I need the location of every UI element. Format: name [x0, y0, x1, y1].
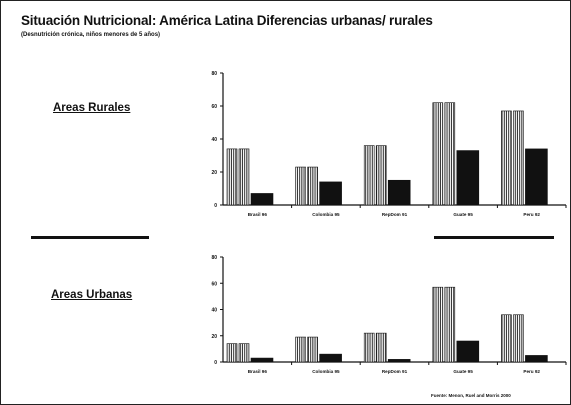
- rural-bar: [525, 148, 548, 206]
- urban-bar: [319, 353, 342, 363]
- rural-x-tick-label: Guate 95: [453, 212, 473, 217]
- rural-bar: [250, 193, 274, 206]
- rural-chart: 0 20 40 60 80 Brasil 96 Colombia 95 RepDom 91 Gu…: [211, 71, 567, 217]
- urban-y-tick-label: 0: [214, 360, 217, 366]
- urban-bar: [525, 355, 548, 363]
- urban-y-tick-label: 40: [211, 308, 217, 314]
- divider-left: [31, 236, 149, 239]
- urban-bar: [456, 340, 480, 363]
- urban-x-tick-label: Peru 92: [523, 369, 540, 374]
- slide-title: Situación Nutricional: América Latina Di…: [21, 13, 433, 28]
- urban-bar: [375, 332, 387, 363]
- urban-bar: [295, 336, 306, 363]
- urban-bar: [307, 336, 318, 363]
- rural-bar: [319, 181, 342, 206]
- rural-x-tick-label: Colombia 95: [312, 212, 340, 217]
- urban-bar: [387, 359, 411, 363]
- rural-bar: [295, 166, 306, 206]
- rural-bar: [387, 179, 411, 206]
- urban-bar: [238, 343, 250, 363]
- urban-bar: [250, 357, 274, 363]
- rural-bar: [307, 166, 318, 206]
- urban-bar: [501, 314, 512, 363]
- urban-bar: [363, 332, 375, 363]
- rural-areas-label: Areas Rurales: [53, 102, 131, 114]
- urban-chart: 0 20 40 60 80 Brasil 96 Colombia 95 RepDom 91 Gu…: [211, 255, 567, 374]
- urban-x-tick-label: Colombia 95: [312, 369, 340, 374]
- urban-x-tick-label: RepDom 91: [382, 369, 408, 374]
- divider-right: [434, 236, 554, 239]
- rural-y-tick-label: 20: [211, 170, 217, 176]
- urban-x-tick-label: Guate 95: [453, 369, 473, 374]
- rural-bar: [238, 148, 250, 206]
- rural-y-tick-label: 80: [211, 71, 217, 77]
- rural-bar: [375, 145, 387, 206]
- rural-bar: [226, 148, 238, 206]
- rural-y-tick-label: 0: [214, 203, 217, 209]
- urban-bar: [513, 314, 524, 363]
- rural-bar: [363, 145, 375, 206]
- urban-y-tick-label: 20: [211, 334, 217, 340]
- urban-areas-label: Areas Urbanas: [51, 289, 133, 301]
- rural-bar: [501, 110, 512, 206]
- rural-y-tick-label: 60: [211, 104, 217, 110]
- rural-y-tick-label: 40: [211, 137, 217, 143]
- source-note: Fuente: Menon, Ruel and Morris 2000: [431, 393, 511, 398]
- rural-bar: [456, 150, 480, 206]
- urban-x-tick-label: Brasil 96: [248, 369, 268, 374]
- urban-y-tick-label: 80: [211, 255, 217, 261]
- rural-x-tick-label: Brasil 96: [248, 212, 268, 217]
- urban-y-tick-label: 60: [211, 281, 217, 287]
- urban-bar: [432, 286, 444, 363]
- slide-subtitle: (Desnutrición crónica, niños menores de …: [21, 32, 161, 38]
- rural-bar: [432, 102, 444, 206]
- rural-x-tick-label: RepDom 91: [382, 212, 408, 217]
- rural-bar: [513, 110, 524, 206]
- rural-bar: [444, 102, 456, 206]
- rural-x-tick-label: Peru 92: [523, 212, 540, 217]
- urban-bar: [226, 343, 238, 363]
- urban-bar: [444, 286, 456, 363]
